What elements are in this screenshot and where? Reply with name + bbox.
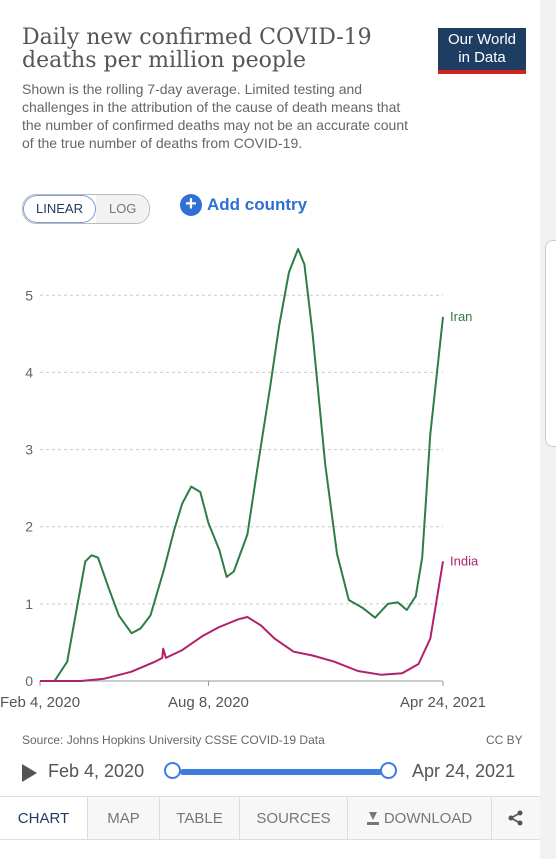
timeline-start-handle[interactable] xyxy=(164,762,181,779)
scale-toggle: LINEAR LOG xyxy=(22,194,151,224)
download-icon xyxy=(366,811,379,825)
log-scale-button[interactable]: LOG xyxy=(95,195,150,223)
owid-logo[interactable]: Our World in Data xyxy=(438,28,526,74)
source-note[interactable]: Source: Johns Hopkins University CSSE CO… xyxy=(22,733,325,747)
y-tick-label: 3 xyxy=(25,442,33,458)
line-chart[interactable]: 0 1 2 3 4 5 Feb 4, 2020 Aug 8, 2020 Apr 24, 202… xyxy=(0,235,540,725)
chart-tabs: CHART MAP TABLE SOURCES DOWNLOAD xyxy=(0,796,540,840)
y-tick-label: 2 xyxy=(25,519,33,535)
add-country-label: Add country xyxy=(207,195,308,214)
timeline-end-handle[interactable] xyxy=(380,762,397,779)
series-label-india[interactable]: India xyxy=(450,553,479,568)
chart-card: Daily new confirmed COVID-19 deaths per … xyxy=(0,0,540,859)
series-line-iran[interactable] xyxy=(40,248,444,682)
x-tick-label: Feb 4, 2020 xyxy=(0,694,80,711)
series-label-iran[interactable]: Iran xyxy=(450,309,472,324)
play-icon[interactable] xyxy=(22,764,37,782)
y-tick-label: 5 xyxy=(25,287,33,303)
timeline-start-label: Feb 4, 2020 xyxy=(48,761,145,781)
x-tick-label: Aug 8, 2020 xyxy=(168,694,249,711)
tab-table[interactable]: TABLE xyxy=(160,797,240,839)
share-icon xyxy=(508,810,523,826)
tab-chart[interactable]: CHART xyxy=(0,797,88,839)
y-tick-label: 0 xyxy=(25,673,33,689)
license-link[interactable]: CC BY xyxy=(486,733,523,747)
y-tick-label: 1 xyxy=(25,596,33,612)
timeline-end-label: Apr 24, 2021 xyxy=(412,761,516,781)
y-tick-label: 4 xyxy=(25,364,33,380)
series-line-india[interactable] xyxy=(40,561,444,682)
logo-line-2: in Data xyxy=(458,49,506,66)
tab-download-label: DOWNLOAD xyxy=(383,809,473,827)
tab-download[interactable]: DOWNLOAD xyxy=(348,797,492,839)
timeline-track[interactable] xyxy=(180,769,386,775)
logo-line-1: Our World xyxy=(447,31,517,48)
tab-map[interactable]: MAP xyxy=(88,797,160,839)
add-country-button[interactable]: + Add country xyxy=(180,194,307,216)
logo-accent-bar xyxy=(438,70,526,74)
x-tick-label: Apr 24, 2021 xyxy=(400,694,486,711)
chart-title: Daily new confirmed COVID-19 deaths per … xyxy=(22,25,372,73)
chart-subtitle: Shown is the rolling 7-day average. Limi… xyxy=(22,81,409,151)
plus-circle-icon: + xyxy=(180,194,202,216)
linear-scale-button[interactable]: LINEAR xyxy=(23,195,96,223)
share-button[interactable] xyxy=(492,797,540,839)
tab-sources[interactable]: SOURCES xyxy=(240,797,348,839)
side-scroll-tab[interactable] xyxy=(545,240,556,447)
